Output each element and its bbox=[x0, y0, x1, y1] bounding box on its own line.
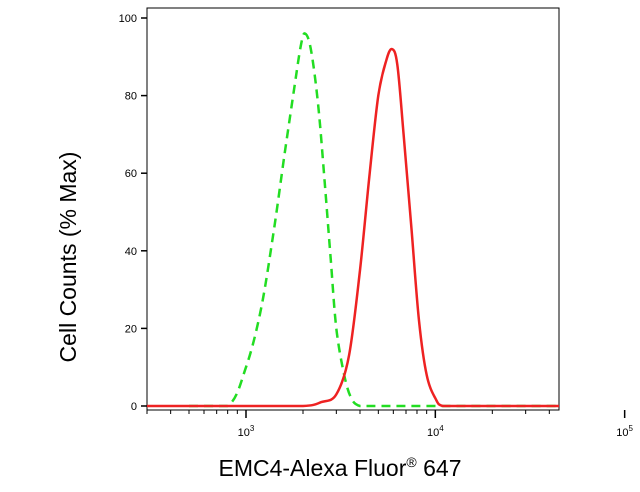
x-minor-ticks bbox=[146, 410, 550, 414]
x-axis-title-main: EMC4-Alexa Fluor bbox=[219, 455, 407, 481]
y-axis: 0 20 40 60 80 100 bbox=[119, 13, 147, 413]
y-tick-label: 0 bbox=[131, 401, 137, 413]
x-axis-title-suffix: 647 bbox=[417, 455, 462, 481]
y-tick-label: 20 bbox=[125, 323, 137, 335]
y-axis-title: Cell Counts (% Max) bbox=[55, 152, 81, 363]
x-tick-label: 105 bbox=[616, 424, 633, 439]
x-tick-label: 103 bbox=[238, 424, 255, 439]
y-tick-label: 40 bbox=[125, 246, 137, 258]
x-axis: 103 104 105 bbox=[238, 410, 634, 439]
series-line-dashed-green bbox=[189, 32, 559, 408]
x-tick-label: 104 bbox=[427, 424, 444, 439]
x-axis-title-registered: ® bbox=[406, 454, 417, 470]
series-group bbox=[147, 32, 559, 408]
y-tick-label: 60 bbox=[125, 168, 137, 180]
y-tick-label: 80 bbox=[125, 91, 137, 103]
plot-frame bbox=[146, 7, 560, 411]
x-axis-title: EMC4-Alexa Fluor® 647 bbox=[219, 454, 462, 481]
series-line-solid-red bbox=[147, 47, 559, 408]
y-tick-label: 100 bbox=[119, 13, 137, 25]
